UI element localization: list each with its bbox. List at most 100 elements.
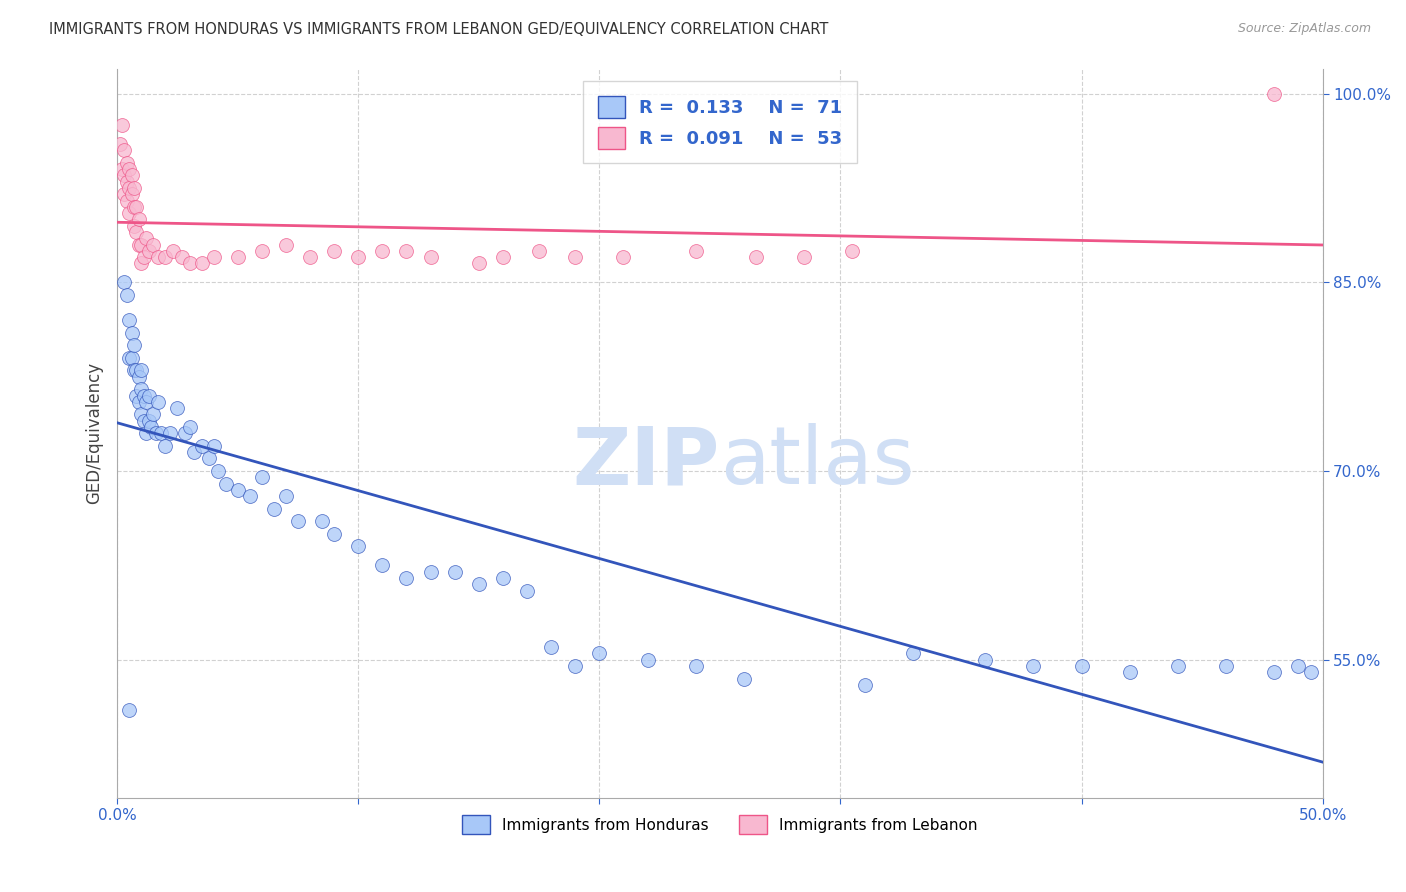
- Point: [122, 219, 145, 233]
- Point: [1070, 659, 1092, 673]
- Point: [492, 250, 515, 264]
- Point: [183, 445, 205, 459]
- Point: [128, 369, 150, 384]
- Point: [172, 250, 194, 264]
- Point: [135, 394, 157, 409]
- Point: [128, 237, 150, 252]
- Point: [155, 250, 177, 264]
- Point: [155, 439, 177, 453]
- Point: [323, 244, 346, 258]
- Point: [132, 414, 155, 428]
- Point: [129, 363, 152, 377]
- Point: [198, 451, 221, 466]
- Point: [111, 162, 134, 177]
- Point: [129, 382, 152, 396]
- Point: [166, 401, 188, 416]
- Point: [190, 439, 212, 453]
- Point: [179, 420, 201, 434]
- Point: [139, 420, 162, 434]
- Point: [371, 244, 394, 258]
- Text: Source: ZipAtlas.com: Source: ZipAtlas.com: [1237, 22, 1371, 36]
- Point: [122, 363, 145, 377]
- Point: [135, 231, 157, 245]
- Point: [1263, 87, 1285, 101]
- Point: [564, 250, 586, 264]
- Point: [239, 489, 262, 503]
- Point: [274, 489, 297, 503]
- Point: [122, 338, 145, 352]
- Text: atlas: atlas: [720, 424, 914, 501]
- Point: [287, 514, 309, 528]
- Point: [371, 558, 394, 573]
- Point: [118, 351, 141, 365]
- Point: [121, 187, 143, 202]
- Point: [1118, 665, 1140, 680]
- Point: [128, 212, 150, 227]
- Point: [564, 659, 586, 673]
- Point: [419, 565, 441, 579]
- Point: [395, 571, 418, 585]
- Point: [138, 414, 160, 428]
- Point: [468, 256, 491, 270]
- Point: [162, 244, 184, 258]
- Point: [637, 653, 659, 667]
- Point: [146, 394, 169, 409]
- Point: [612, 250, 634, 264]
- Point: [1215, 659, 1237, 673]
- Point: [149, 426, 172, 441]
- Y-axis label: GED/Equivalency: GED/Equivalency: [86, 362, 103, 504]
- Point: [132, 388, 155, 402]
- Point: [492, 571, 515, 585]
- Point: [527, 244, 550, 258]
- Point: [159, 426, 181, 441]
- Point: [111, 118, 134, 132]
- Point: [419, 250, 441, 264]
- Point: [1022, 659, 1045, 673]
- Point: [202, 250, 225, 264]
- Point: [108, 136, 131, 151]
- Point: [115, 288, 138, 302]
- Point: [901, 647, 924, 661]
- Point: [112, 143, 135, 157]
- Point: [145, 426, 167, 441]
- Legend: R =  0.133    N =  71, R =  0.091    N =  53: R = 0.133 N = 71, R = 0.091 N = 53: [583, 81, 856, 163]
- Point: [142, 237, 165, 252]
- Point: [135, 426, 157, 441]
- Point: [125, 388, 148, 402]
- Point: [179, 256, 201, 270]
- Point: [395, 244, 418, 258]
- Point: [121, 326, 143, 340]
- Point: [540, 640, 562, 654]
- Point: [125, 200, 148, 214]
- Text: IMMIGRANTS FROM HONDURAS VS IMMIGRANTS FROM LEBANON GED/EQUIVALENCY CORRELATION : IMMIGRANTS FROM HONDURAS VS IMMIGRANTS F…: [49, 22, 828, 37]
- Point: [125, 225, 148, 239]
- Point: [853, 678, 876, 692]
- Point: [1288, 659, 1310, 673]
- Point: [793, 250, 815, 264]
- Point: [685, 244, 707, 258]
- Point: [250, 470, 273, 484]
- Point: [311, 514, 333, 528]
- Point: [115, 175, 138, 189]
- Point: [121, 169, 143, 183]
- Point: [202, 439, 225, 453]
- Point: [112, 169, 135, 183]
- Point: [121, 351, 143, 365]
- Point: [323, 527, 346, 541]
- Point: [118, 313, 141, 327]
- Point: [138, 244, 160, 258]
- Point: [841, 244, 863, 258]
- Point: [685, 659, 707, 673]
- Point: [129, 237, 152, 252]
- Point: [588, 647, 610, 661]
- Point: [118, 181, 141, 195]
- Point: [468, 577, 491, 591]
- Point: [122, 200, 145, 214]
- Point: [207, 464, 229, 478]
- Point: [118, 206, 141, 220]
- Point: [122, 181, 145, 195]
- Point: [173, 426, 195, 441]
- Point: [974, 653, 997, 667]
- Point: [146, 250, 169, 264]
- Point: [128, 394, 150, 409]
